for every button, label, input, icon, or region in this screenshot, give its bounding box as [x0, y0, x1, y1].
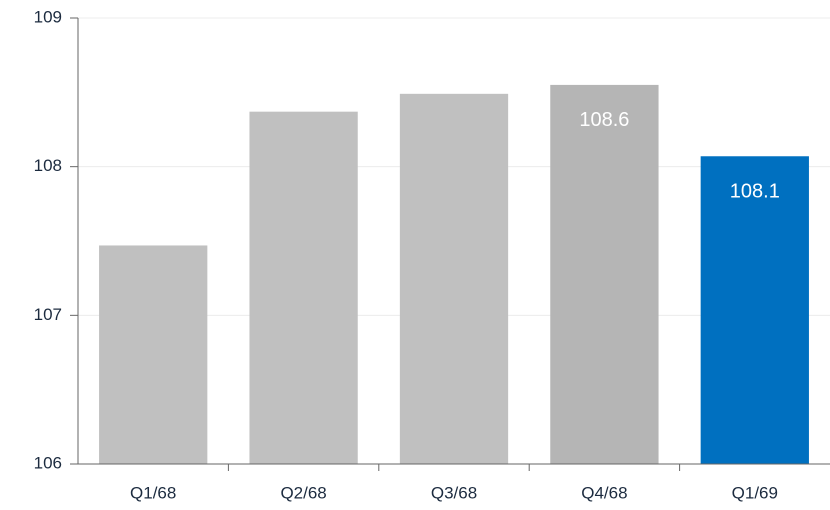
- value-label: 108.6: [579, 109, 629, 131]
- value-label: 108.1: [730, 181, 780, 203]
- bar: [399, 93, 509, 464]
- x-tick-label: Q1/69: [732, 483, 778, 502]
- bar: [249, 111, 358, 464]
- x-tick-label: Q3/68: [431, 483, 477, 502]
- bar: [700, 156, 809, 464]
- y-tick-label: 109: [34, 7, 62, 26]
- y-tick-label: 106: [34, 453, 62, 472]
- x-tick-label: Q2/68: [280, 483, 326, 502]
- bar: [550, 84, 659, 465]
- x-tick-label: Q4/68: [581, 483, 627, 502]
- bar: [99, 245, 208, 464]
- y-tick-label: 107: [34, 305, 62, 324]
- y-tick-label: 108: [34, 156, 62, 175]
- x-tick-label: Q1/68: [130, 483, 176, 502]
